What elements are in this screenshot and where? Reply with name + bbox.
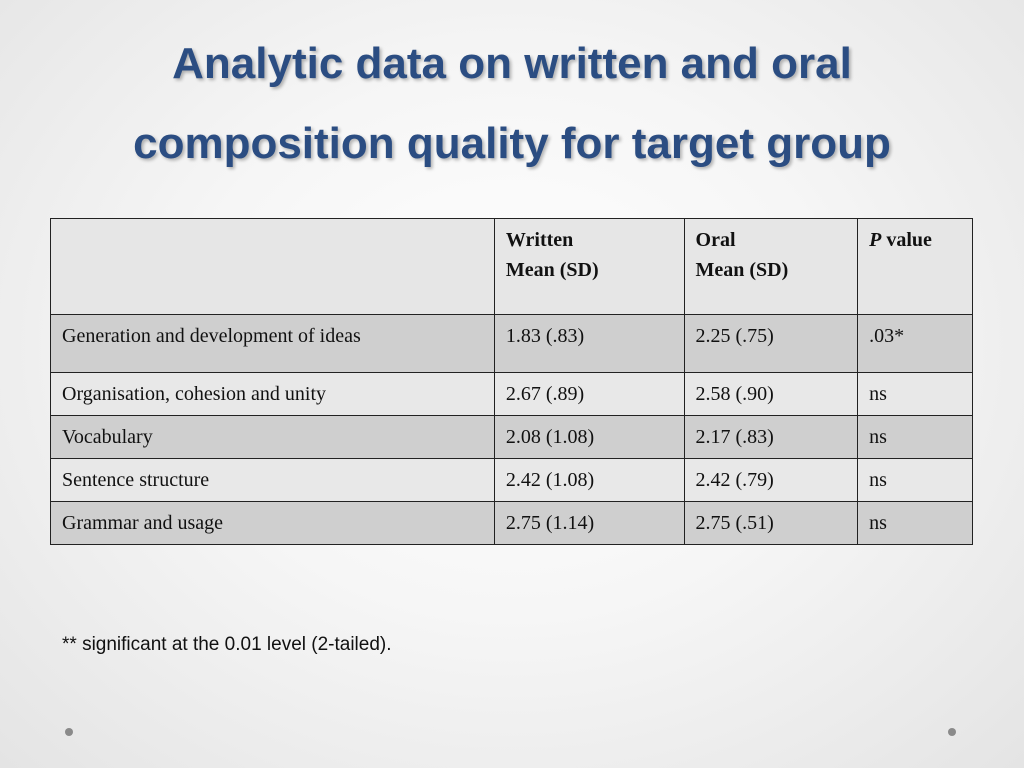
p-value-cell: ns [857,458,973,502]
header-p-rest: value [881,229,932,251]
header-p-value: P value [857,218,973,315]
decorative-dot-right [948,728,956,736]
row-label: Sentence structure [50,458,495,502]
p-value-cell: ns [857,501,973,545]
oral-mean-cell: 2.42 (.79) [683,458,859,502]
slide-title: Analytic data on written and oral compos… [40,24,984,184]
oral-mean-cell: 2.17 (.83) [683,415,859,459]
results-table: Written Mean (SD) Oral Mean (SD) P value… [50,218,973,545]
decorative-dot-left [65,728,73,736]
row-label: Organisation, cohesion and unity [50,372,495,416]
table-row: Sentence structure 2.42 (1.08) 2.42 (.79… [50,458,973,502]
oral-mean-cell: 2.58 (.90) [683,372,859,416]
header-written: Written Mean (SD) [493,218,685,315]
footnote: ** significant at the 0.01 level (2-tail… [62,634,392,655]
row-label: Generation and development of ideas [50,314,495,373]
written-mean-cell: 2.08 (1.08) [493,415,685,459]
header-oral-line2: Mean (SD) [695,259,789,281]
row-label: Vocabulary [50,415,495,459]
header-written-line1: Written [505,229,574,251]
oral-mean-cell: 2.75 (.51) [683,501,859,545]
title-line-2: composition quality for target group [133,119,891,168]
header-empty-cell [50,218,495,315]
header-p-italic: P [869,229,882,251]
header-oral-line1: Oral [695,229,736,251]
p-value-cell: .03* [857,314,973,373]
header-oral: Oral Mean (SD) [683,218,859,315]
written-mean-cell: 1.83 (.83) [493,314,685,373]
oral-mean-cell: 2.25 (.75) [683,314,859,373]
table-row: Organisation, cohesion and unity 2.67 (.… [50,372,973,416]
header-written-line2: Mean (SD) [505,259,599,281]
title-line-1: Analytic data on written and oral [172,39,852,88]
table-row: Grammar and usage 2.75 (1.14) 2.75 (.51)… [50,501,973,545]
row-label: Grammar and usage [50,501,495,545]
table-row: Generation and development of ideas 1.83… [50,314,973,373]
written-mean-cell: 2.67 (.89) [493,372,685,416]
p-value-cell: ns [857,415,973,459]
table-header-row: Written Mean (SD) Oral Mean (SD) P value [50,218,973,315]
table-row: Vocabulary 2.08 (1.08) 2.17 (.83) ns [50,415,973,459]
written-mean-cell: 2.42 (1.08) [493,458,685,502]
p-value-cell: ns [857,372,973,416]
written-mean-cell: 2.75 (1.14) [493,501,685,545]
